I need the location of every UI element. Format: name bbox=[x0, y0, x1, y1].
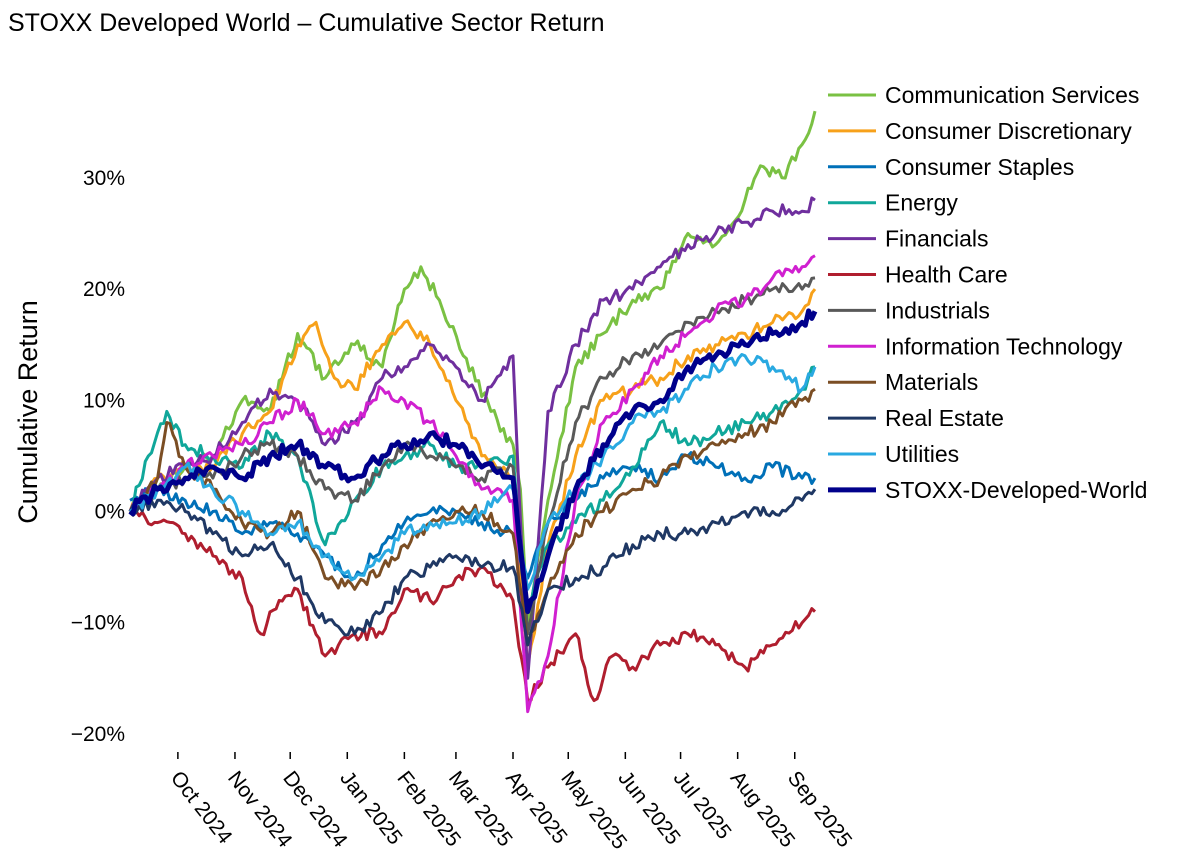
legend-label: Consumer Discretionary bbox=[885, 118, 1132, 144]
chart-title: STOXX Developed World – Cumulative Secto… bbox=[8, 9, 605, 37]
series-line bbox=[129, 353, 817, 591]
series-line bbox=[128, 196, 816, 680]
y-axis-label: Cumulative Return bbox=[13, 300, 43, 524]
y-tick-label: 20% bbox=[83, 278, 125, 301]
plot-area bbox=[128, 110, 818, 714]
legend-label: Consumer Staples bbox=[885, 154, 1074, 180]
legend-label: Materials bbox=[885, 369, 978, 395]
y-tick-label: −20% bbox=[71, 723, 125, 746]
legend-label: Information Technology bbox=[885, 333, 1123, 359]
legend-label: Communication Services bbox=[885, 82, 1139, 108]
legend-label: Energy bbox=[885, 190, 958, 216]
y-tick-label: 30% bbox=[83, 167, 125, 190]
legend-label: Utilities bbox=[885, 441, 959, 467]
y-tick-label: 0% bbox=[95, 500, 125, 523]
series-line bbox=[128, 308, 818, 615]
series-line bbox=[128, 254, 816, 714]
y-axis-ticks: 30% 20% 10% 0% −10% −20% bbox=[71, 167, 125, 746]
legend: Communication Services Consumer Discretio… bbox=[828, 82, 1147, 503]
y-tick-label: 10% bbox=[83, 389, 125, 412]
series-line bbox=[128, 488, 817, 647]
series-line bbox=[129, 451, 817, 580]
series-line bbox=[128, 365, 816, 614]
legend-label: Financials bbox=[885, 226, 989, 252]
series-line bbox=[128, 288, 817, 669]
series-line bbox=[129, 387, 816, 647]
legend-label: Industrials bbox=[885, 297, 990, 323]
legend-label: Health Care bbox=[885, 262, 1008, 288]
legend-label: Real Estate bbox=[885, 405, 1004, 431]
series-line bbox=[129, 509, 817, 702]
legend-label: STOXX-Developed-World bbox=[885, 477, 1147, 503]
y-tick-label: −10% bbox=[71, 612, 125, 635]
